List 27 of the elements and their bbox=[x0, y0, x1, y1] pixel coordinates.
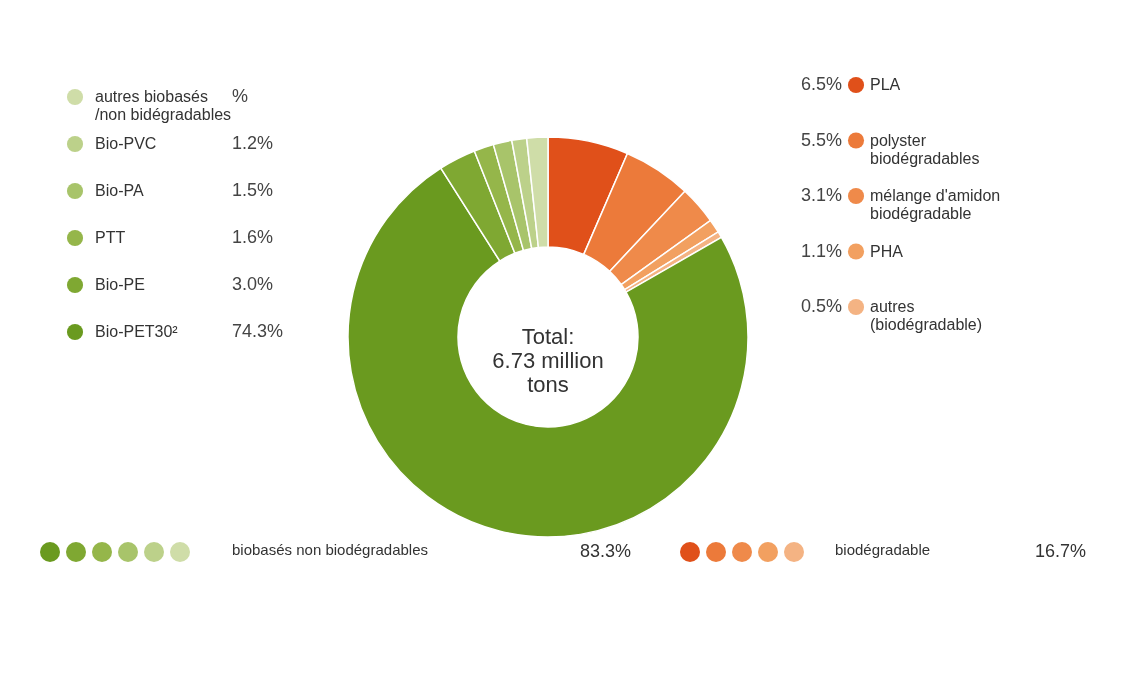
legend-label: mélange d'amidon biodégradable bbox=[870, 187, 1001, 222]
data-label: 74.3% bbox=[232, 321, 284, 341]
text: 83.3% bbox=[580, 541, 632, 561]
legend-label: Bio-PE bbox=[95, 276, 145, 293]
text: Total: 6.73 million tons bbox=[492, 324, 604, 397]
data-label: 1.5% bbox=[232, 180, 274, 200]
data-label: 5.5% bbox=[800, 129, 842, 150]
data-label: 1.1% bbox=[800, 240, 842, 261]
legend-label: PLA bbox=[870, 76, 901, 93]
legend-label: Bio-PVC bbox=[95, 135, 157, 152]
legend-label: autres biobasés /non bidégradables bbox=[95, 88, 232, 123]
data-label: 3.0% bbox=[232, 274, 274, 294]
legend-label: autres (biodégradable) bbox=[870, 298, 983, 333]
legend-label: Bio-PA bbox=[95, 182, 144, 199]
legend-label: polyster biodégradables bbox=[870, 131, 980, 167]
data-label: 6.5% bbox=[800, 74, 842, 94]
legend-label: PHA bbox=[870, 242, 904, 260]
text: biobasés non biodégradables bbox=[232, 541, 428, 558]
data-label: 1.6% bbox=[232, 227, 274, 247]
text: biodégradable bbox=[835, 541, 931, 558]
data-label: 0.5% bbox=[800, 296, 842, 316]
legend-label: Bio-PET30² bbox=[95, 323, 179, 340]
data-label: % bbox=[232, 86, 249, 106]
data-label: 3.1% bbox=[800, 185, 842, 205]
data-label: 1.2% bbox=[232, 133, 274, 153]
legend-label: PTT bbox=[95, 229, 126, 246]
text: 16.7% bbox=[1035, 541, 1087, 561]
